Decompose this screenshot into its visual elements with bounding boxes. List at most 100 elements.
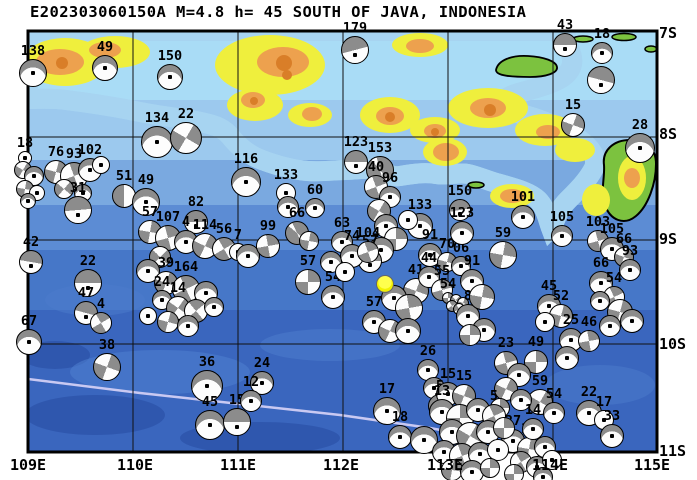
beachball-center-dot [398, 435, 402, 439]
beachball [533, 467, 553, 480]
beachball-center-dot [541, 475, 545, 479]
beachball [469, 284, 495, 310]
deep-sea-patch [28, 395, 165, 435]
beachball-center-dot [466, 314, 470, 318]
beachball-label: 67 [20, 313, 38, 329]
beachball-label: 44 [420, 250, 438, 266]
beachball-label: 40 [367, 159, 385, 175]
beachball-4 [90, 312, 112, 334]
beachball-label: 123 [343, 134, 369, 150]
beachball-center-dot [552, 411, 556, 415]
beachball-center-dot [81, 191, 85, 195]
beachball [493, 417, 515, 439]
beachball-label: 22 [177, 106, 195, 122]
beachball-center-dot [428, 253, 432, 257]
beachball-label: 43 [556, 17, 574, 33]
beachball-label: 18 [593, 26, 611, 42]
beachball-center-dot [353, 53, 357, 58]
beachball-center-dot [587, 411, 591, 415]
beachball-center-dot [470, 279, 474, 283]
beachball-label: 54 [605, 270, 623, 286]
beachball [54, 179, 74, 199]
beachball-label: 5 [489, 388, 499, 404]
beachball-label: 66 [288, 205, 306, 221]
beachball-label: 4 [181, 214, 191, 230]
beachball-center-dot [343, 270, 347, 274]
beachball-label: 52 [552, 288, 570, 304]
beachball-center-dot [27, 340, 31, 344]
beachball-label: 23 [497, 335, 515, 351]
beachball-center-dot [470, 470, 474, 474]
beachball-center-dot [599, 281, 603, 285]
beachball-label: 99 [259, 218, 277, 234]
topo-orange-zones [36, 39, 640, 203]
beachball-104 [357, 241, 379, 263]
beachball-123 [344, 150, 368, 174]
beachball-label: 66 [592, 255, 610, 271]
beachball-center-dot [543, 320, 547, 324]
beachball-center-dot [517, 373, 521, 377]
beachball-center-dot [458, 212, 462, 216]
beachball-label: 22 [580, 384, 598, 400]
beachball [535, 312, 555, 332]
small-island [467, 181, 485, 189]
beachball-105 [551, 225, 573, 247]
beachball-label: 49 [137, 172, 155, 188]
beachball [157, 311, 179, 333]
beachball-label: 54 [545, 386, 563, 402]
beachball-label: 28 [631, 117, 649, 133]
beachball-center-dot [379, 248, 383, 252]
beachball-93 [619, 259, 641, 281]
beachball-center-dot [385, 409, 389, 413]
beachball-center-dot [511, 439, 515, 443]
beachball-center-dot [519, 398, 523, 402]
axis-tick-113E: 113E [426, 456, 464, 474]
axis-tick-111E: 111E [219, 456, 257, 474]
beachball-center-dot [442, 450, 446, 454]
beachball-label: 59 [531, 373, 549, 389]
beachball-label: 91 [421, 227, 439, 243]
axis-tick-11S: 11S [659, 442, 687, 460]
beachball [299, 231, 319, 251]
beachball-center-dot [602, 418, 606, 422]
beachball-46 [578, 330, 600, 352]
beachball-label: 33 [603, 408, 621, 424]
beachball-54 [543, 402, 565, 424]
beachball-center-dot [388, 195, 392, 199]
beachball-54 [321, 285, 345, 309]
beachball-center-dot [249, 399, 253, 403]
axis-tick-115E: 115E [633, 456, 671, 474]
beachball-label: 26 [419, 343, 437, 359]
small-island [644, 45, 657, 53]
beachball-center-dot [610, 247, 614, 251]
beachball-center-dot [103, 66, 107, 70]
beachball-label: 18 [16, 135, 34, 151]
beachball-label: 133 [407, 197, 433, 213]
beachball-center-dot [29, 264, 33, 269]
beachball-22 [170, 122, 202, 154]
beachball-center-dot [599, 83, 603, 88]
beachball-31 [64, 196, 92, 224]
beachball-center-dot [155, 140, 159, 144]
beachball-center-dot [426, 368, 430, 372]
beachball-label: 7 [233, 227, 243, 243]
beachball-center-dot [600, 51, 604, 55]
beachball-label: 56 [215, 221, 233, 237]
beachball-label: 150 [157, 48, 183, 64]
beachball [398, 210, 418, 230]
beachball-label: 123 [449, 205, 475, 221]
beachball-label: 70 [438, 236, 456, 252]
beachball-36 [191, 370, 223, 402]
beachball-label: 22 [79, 253, 97, 269]
beachball-center-dot [286, 205, 290, 209]
topo-peak-spots [56, 55, 496, 136]
beachball-43 [553, 33, 577, 57]
beachball-label: 105 [549, 209, 575, 225]
sea-light-patch [545, 365, 655, 405]
beachball-14 [522, 418, 544, 440]
beachball-label: 46 [580, 314, 598, 330]
beachball-center-dot [521, 215, 525, 219]
beachball-label: 47 [77, 285, 95, 301]
axis-tick-9S: 9S [659, 230, 678, 248]
